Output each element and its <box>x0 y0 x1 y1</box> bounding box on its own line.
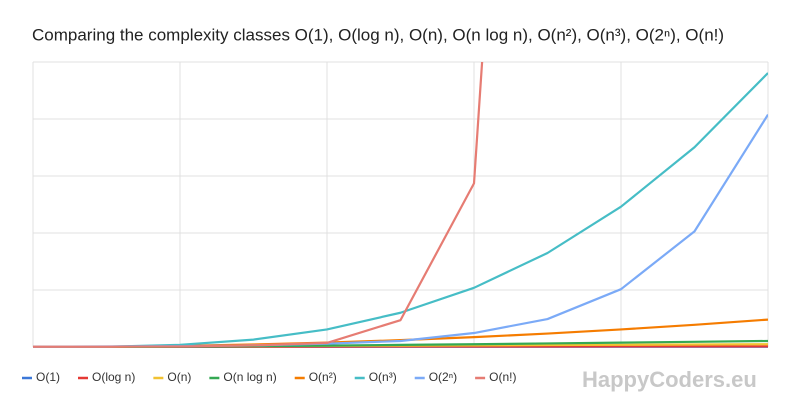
chart-title: Comparing the complexity classes O(1), O… <box>32 25 724 44</box>
legend-label: O(2ⁿ) <box>429 370 457 384</box>
legend-label: O(1) <box>36 370 60 384</box>
series-line <box>33 72 768 348</box>
watermark: HappyCoders.eu <box>582 367 757 392</box>
legend-label: O(n²) <box>309 370 337 384</box>
legend-label: O(n!) <box>489 370 516 384</box>
legend-label: O(n³) <box>369 370 397 384</box>
series-line <box>33 62 484 348</box>
legend-label: O(log n) <box>92 370 135 384</box>
legend-label: O(n log n) <box>223 370 276 384</box>
legend-label: O(n) <box>167 370 191 384</box>
